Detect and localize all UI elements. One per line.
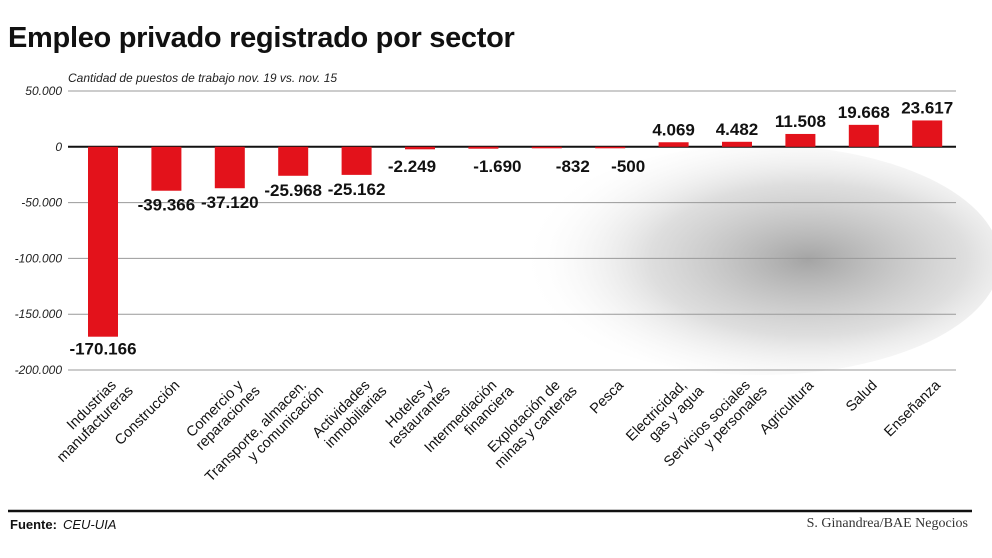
x-tick-label: Actividadesinmobiliarias (310, 372, 391, 453)
data-label: -500 (611, 157, 645, 176)
x-tick-label: Salud (843, 378, 881, 416)
bar (468, 146, 499, 149)
data-label: -170.166 (69, 340, 136, 359)
y-tick-label: -200.000 (15, 363, 63, 377)
x-tick-label: Agricultura (757, 377, 818, 438)
bar (595, 146, 626, 149)
source-label: Fuente: (10, 517, 57, 532)
y-tick-label: -100.000 (15, 251, 63, 265)
data-label: -2.249 (388, 157, 436, 176)
bar (848, 124, 879, 147)
x-tick-label: Enseñanza (881, 377, 944, 440)
data-label: -832 (556, 157, 590, 176)
data-label: 4.482 (716, 120, 759, 139)
y-tick-label: 50.000 (25, 84, 62, 98)
bar (722, 141, 752, 147)
data-label: 11.508 (775, 112, 826, 131)
chart-subtitle: Cantidad de puestos de trabajo nov. 19 v… (68, 71, 337, 85)
bar (531, 146, 562, 149)
y-tick-label: 0 (55, 140, 62, 154)
source-value: CEU-UIA (62, 517, 117, 532)
data-label: -1.690 (473, 157, 521, 176)
data-label: 19.668 (838, 103, 890, 122)
bar (341, 146, 372, 175)
bar (88, 146, 118, 337)
source-note: Fuente: CEU-UIA (10, 517, 116, 532)
bar (658, 142, 689, 147)
bar (151, 146, 182, 191)
x-tick-label: Industriasmanufactureras (43, 372, 137, 466)
bar (214, 146, 245, 189)
bar (278, 146, 309, 176)
credit: S. Ginandrea/BAE Negocios (806, 516, 968, 531)
bar (785, 133, 816, 147)
chart-title: Empleo privado registrado por sector (8, 22, 515, 54)
x-tick-label: Pesca (587, 377, 627, 417)
y-tick-label: -50.000 (21, 196, 62, 210)
data-label: -37.120 (201, 193, 259, 212)
data-label: 23.617 (901, 98, 953, 117)
data-label: -25.968 (264, 181, 322, 200)
data-label: 4.069 (652, 120, 695, 139)
data-label: -39.366 (138, 196, 196, 215)
y-tick-label: -150.000 (15, 307, 63, 321)
bar (912, 120, 943, 147)
bar (405, 146, 435, 150)
data-label: -25.162 (328, 180, 386, 199)
background-photo (520, 145, 992, 375)
